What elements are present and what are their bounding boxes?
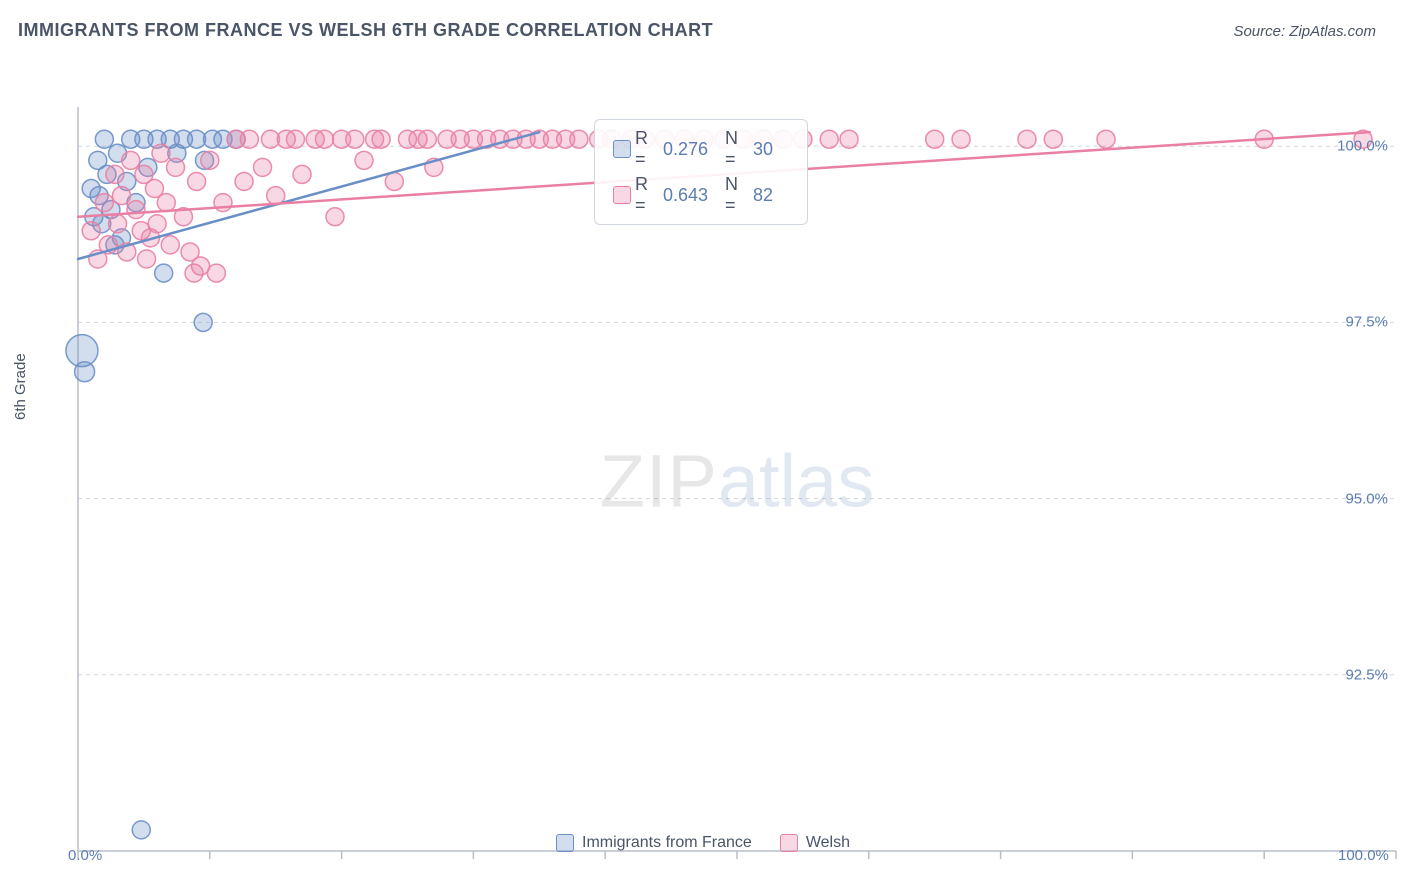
- legend-item-welsh: Welsh: [780, 834, 850, 852]
- x-tick-label: 0.0%: [68, 847, 102, 864]
- france-swatch-icon: [556, 834, 574, 852]
- france-r-value: 0.276: [663, 139, 725, 160]
- legend-label-welsh: Welsh: [806, 834, 850, 852]
- welsh-r-value: 0.643: [663, 185, 725, 206]
- n-label: N =: [725, 174, 753, 216]
- france-n-value: 30: [753, 139, 789, 160]
- correlation-stats-box: R = 0.276 N = 30 R = 0.643 N = 82: [594, 119, 808, 225]
- welsh-swatch-icon: [613, 186, 631, 204]
- welsh-swatch-icon: [780, 834, 798, 852]
- x-tick-label: 100.0%: [1338, 847, 1389, 864]
- title-bar: IMMIGRANTS FROM FRANCE VS WELSH 6TH GRAD…: [0, 0, 1406, 51]
- chart-source: Source: ZipAtlas.com: [1233, 23, 1376, 40]
- r-label: R =: [635, 128, 663, 170]
- chart-title: IMMIGRANTS FROM FRANCE VS WELSH 6TH GRAD…: [18, 20, 713, 41]
- page-root: IMMIGRANTS FROM FRANCE VS WELSH 6TH GRAD…: [0, 0, 1406, 892]
- bottom-legend: Immigrants from France Welsh: [0, 834, 1406, 852]
- n-label: N =: [725, 128, 753, 170]
- y-tick-label: 100.0%: [1337, 138, 1388, 155]
- france-swatch-icon: [613, 140, 631, 158]
- y-axis-label: 6th Grade: [12, 353, 29, 420]
- legend-label-france: Immigrants from France: [582, 834, 752, 852]
- y-tick-label: 97.5%: [1345, 314, 1388, 331]
- welsh-n-value: 82: [753, 185, 789, 206]
- y-tick-label: 95.0%: [1345, 490, 1388, 507]
- legend-item-france: Immigrants from France: [556, 834, 752, 852]
- y-tick-label: 92.5%: [1345, 666, 1388, 683]
- r-label: R =: [635, 174, 663, 216]
- chart-area: ZIPatlas R = 0.276 N = 30 R = 0.643 N = …: [28, 51, 1406, 865]
